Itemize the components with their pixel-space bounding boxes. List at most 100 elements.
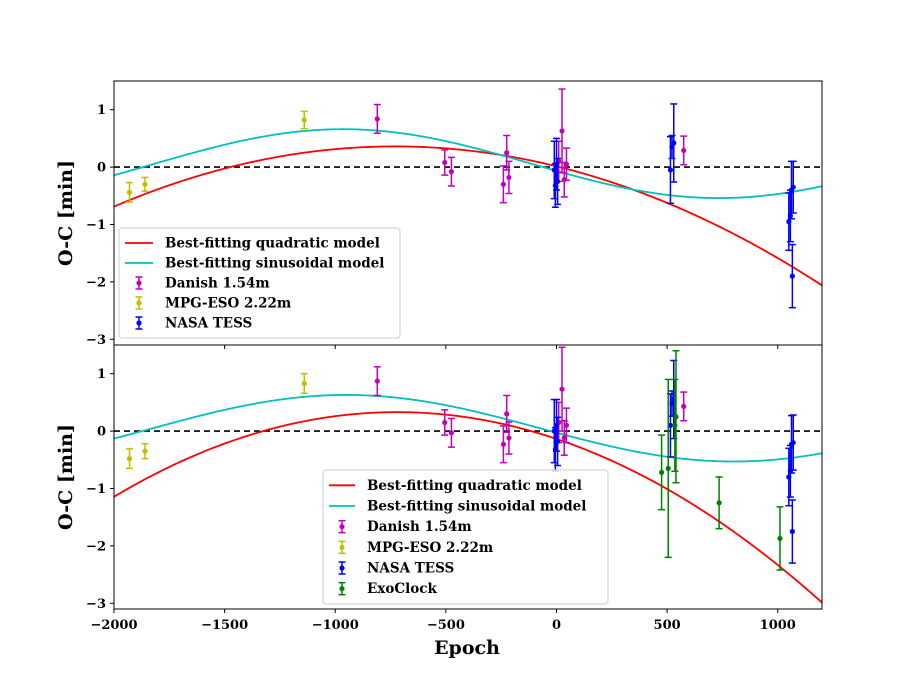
top-tess-point-8 xyxy=(786,189,794,243)
top-legend-label-mpg: MPG-ESO 2.22m xyxy=(165,296,291,312)
bottom-danish-marker-5 xyxy=(506,435,512,441)
bottom-danish-point-9 xyxy=(562,407,570,444)
bottom-series-mpg xyxy=(125,372,308,470)
bottom-legend-swatch-danish xyxy=(338,519,346,534)
xtick-label-0: −2000 xyxy=(90,618,137,633)
top-legend-entry-mpg: MPG-ESO 2.22m xyxy=(135,296,291,312)
bottom-danish-marker-8 xyxy=(561,435,567,441)
top-danish-point-10 xyxy=(680,135,688,166)
xtick-label-4: 0 xyxy=(552,618,561,633)
bottom-danish-marker-10 xyxy=(681,403,687,410)
bottom-mpg-marker-1 xyxy=(142,448,148,454)
top-danish-point-9 xyxy=(562,147,570,182)
top-danish-point-2 xyxy=(447,156,455,187)
bottom-legend-label-tess: NASA TESS xyxy=(367,561,454,577)
bottom-quadratic-model-line xyxy=(114,411,822,604)
top-ytick-label-0: 1 xyxy=(97,103,106,118)
bottom-legend-entry-quad: Best-fitting quadratic model xyxy=(329,478,582,494)
xtick-label-5: 500 xyxy=(654,618,681,633)
top-mpg-marker-0 xyxy=(126,189,133,195)
top-sinusoidal-model-line xyxy=(114,128,822,199)
top-y-axis-title: O-C [min] xyxy=(55,160,77,266)
top-legend-entry-sine: Best-fitting sinusoidal model xyxy=(125,256,384,272)
bottom-legend-swatch-mpg xyxy=(338,540,346,555)
bottom-tess-point-8 xyxy=(786,444,794,498)
bottom-tess-marker-3 xyxy=(555,438,561,445)
bottom-exo-marker-5 xyxy=(777,535,783,542)
bottom-legend-entry-exo: ExoClock xyxy=(338,581,437,597)
top-danish-marker-5 xyxy=(506,174,512,181)
bottom-exo-point-0 xyxy=(658,434,666,511)
bottom-exo-point-1 xyxy=(664,378,672,559)
top-ytick-label-1: 0 xyxy=(97,161,106,176)
bottom-exo-marker-0 xyxy=(658,469,665,476)
bottom-exo-point-5 xyxy=(776,506,784,571)
top-danish-point-4 xyxy=(503,134,511,171)
top-tess-point-3 xyxy=(554,157,562,206)
bottom-danish-point-5 xyxy=(505,421,513,455)
bottom-tess-point-3 xyxy=(554,416,562,467)
bottom-danish-point-7 xyxy=(558,346,566,432)
bottom-danish-marker-4 xyxy=(504,411,510,417)
bottom-legend-entry-sine: Best-fitting sinusoidal model xyxy=(329,499,586,515)
bottom-tess-point-11 xyxy=(789,414,797,471)
top-danish-marker-0 xyxy=(374,116,380,122)
top-danish-marker-1 xyxy=(442,159,448,166)
top-tess-point-10 xyxy=(788,243,796,309)
top-tess-marker-3 xyxy=(555,178,561,185)
bottom-legend: Best-fitting quadratic model Best-fitting… xyxy=(322,469,609,605)
top-tess-point-11 xyxy=(789,160,797,214)
top-danish-point-0 xyxy=(373,103,381,134)
xtick-label-6: 1000 xyxy=(760,618,796,633)
bottom-tess-marker-11 xyxy=(790,439,796,446)
top-panel: 1 0 −1 −2 −3 O-C [min] Best-fitting quadratic … xyxy=(55,80,823,349)
bottom-legend-swatch-tess xyxy=(338,561,346,575)
top-legend-swatch-danish xyxy=(135,276,143,290)
bottom-ytick-label-3: −2 xyxy=(86,539,106,554)
top-series-mpg xyxy=(125,110,308,203)
bottom-ytick-label-2: −1 xyxy=(86,482,106,497)
top-legend-label-sine: Best-fitting sinusoidal model xyxy=(165,256,384,272)
top-mpg-point-1 xyxy=(141,176,149,192)
top-series-danish xyxy=(373,88,688,204)
bottom-series-exo xyxy=(658,349,784,571)
bottom-tess-point-10 xyxy=(788,499,796,564)
top-tess-point-6 xyxy=(670,103,678,183)
bottom-danish-marker-2 xyxy=(448,430,455,436)
top-danish-marker-7 xyxy=(559,128,565,134)
bottom-mpg-point-1 xyxy=(141,442,149,460)
top-danish-point-5 xyxy=(505,160,513,195)
bottom-exo-marker-3 xyxy=(673,414,679,420)
top-series-tess xyxy=(550,103,797,309)
top-danish-marker-3 xyxy=(500,181,506,187)
bottom-sinusoidal-model-line xyxy=(114,394,822,463)
bottom-legend-label-sine: Best-fitting sinusoidal model xyxy=(367,499,586,515)
top-ytick-label-3: −2 xyxy=(86,275,106,290)
bottom-mpg-point-0 xyxy=(125,448,133,470)
bottom-exo-marker-1 xyxy=(665,465,671,471)
bottom-legend-label-exo: ExoClock xyxy=(367,581,437,597)
top-legend-label-tess: NASA TESS xyxy=(165,316,252,332)
top-mpg-marker-2 xyxy=(301,117,307,123)
bottom-legend-swatch-exo xyxy=(338,581,346,596)
top-legend-swatch-tess xyxy=(135,316,143,330)
top-legend-entry-danish: Danish 1.54m xyxy=(135,276,270,292)
bottom-legend-entry-mpg: MPG-ESO 2.22m xyxy=(338,540,493,556)
top-tess-marker-11 xyxy=(790,184,796,190)
xtick-label-3: −500 xyxy=(427,618,465,633)
x-axis-title: Epoch xyxy=(434,637,500,659)
bottom-series-tess xyxy=(550,359,797,564)
top-mpg-point-0 xyxy=(125,181,133,203)
top-tess-marker-10 xyxy=(789,273,795,279)
bottom-axes-frame xyxy=(113,344,823,610)
bottom-danish-point-1 xyxy=(441,409,449,436)
bottom-mpg-marker-0 xyxy=(126,456,133,462)
top-legend-entry-quad: Best-fitting quadratic model xyxy=(125,236,380,252)
top-legend: Best-fitting quadratic model Best-fitting… xyxy=(118,227,401,339)
bottom-exo-point-3 xyxy=(672,349,680,484)
top-legend-swatch-mpg xyxy=(135,296,143,310)
top-legend-entry-tess: NASA TESS xyxy=(135,316,252,332)
bottom-exo-point-4 xyxy=(715,476,723,530)
bottom-danish-point-4 xyxy=(503,394,511,433)
